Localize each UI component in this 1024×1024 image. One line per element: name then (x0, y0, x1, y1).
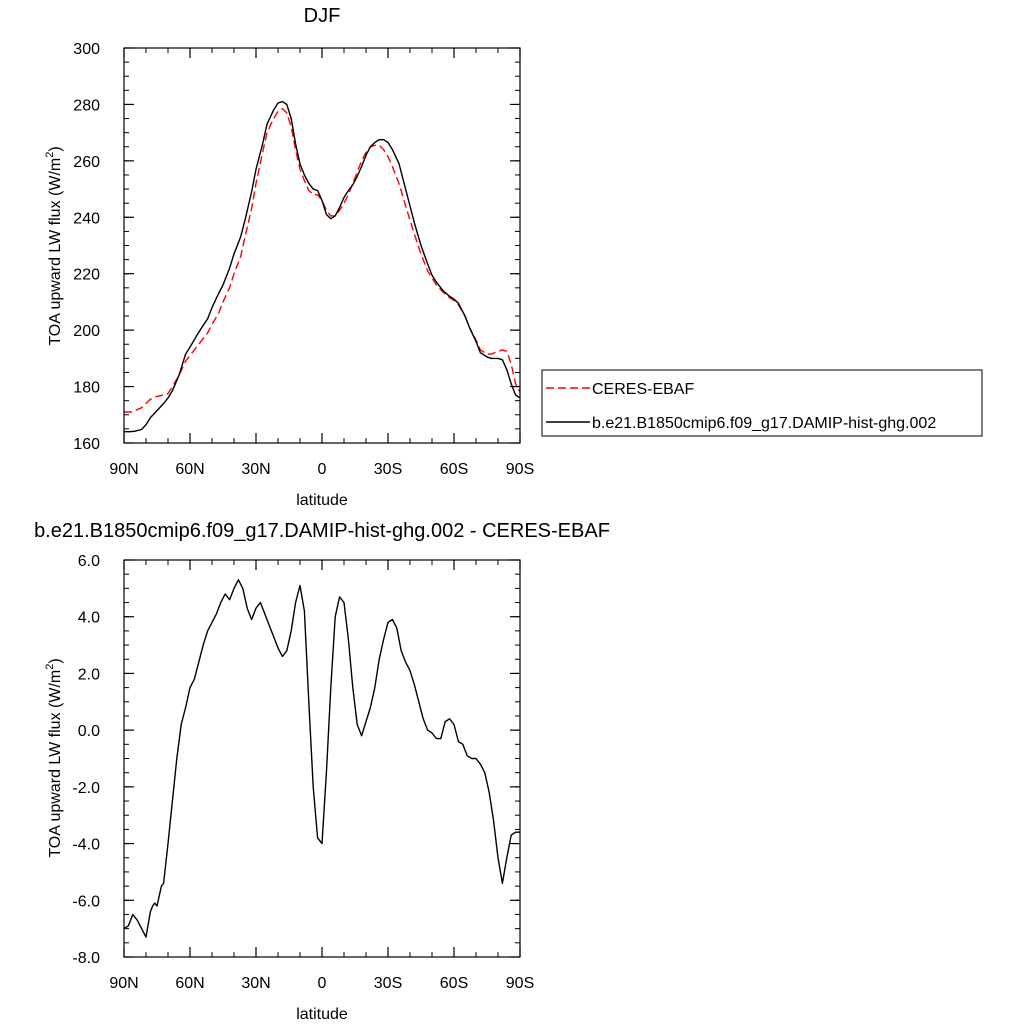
y-tick-label: 220 (73, 267, 100, 284)
y-tick-label: 160 (73, 436, 100, 453)
y-tick-label: 200 (73, 323, 100, 340)
top-y-axis-label-end: ) (47, 146, 64, 151)
y-tick-label: 4.0 (78, 610, 100, 627)
bottom-y-axis-label-sup: 2 (44, 664, 56, 670)
top-y-axis-label-main: TOA upward LW flux (W/m (47, 158, 64, 346)
bottom-y-axis-label: TOA upward LW flux (W/m2) (44, 658, 64, 857)
top-axis-ticks (123, 47, 521, 444)
top-y-axis-label-sup: 2 (44, 152, 56, 158)
y-tick-label: 300 (73, 41, 100, 58)
y-tick-label: 180 (73, 380, 100, 397)
bottom-y-axis-label-end: ) (47, 658, 64, 663)
y-tick-label: -6.0 (72, 893, 100, 910)
bottom-panel: b.e21.B1850cmip6.f09_g17.DAMIP-hist-ghg.… (34, 520, 610, 1023)
series-line-b-e21-b1850cmip6-f09-g17-damip-hist-ghg-002 (124, 100, 521, 433)
top-tick-labels: 90N 60N 30N 0 30S 60S 90S 160 180 200 220 240 260 280… (73, 41, 534, 478)
x-tick-label: 0 (318, 975, 327, 992)
bottom-y-axis-label-main: TOA upward LW flux (W/m (47, 670, 64, 858)
top-panel-title: DJF (304, 5, 341, 27)
y-tick-label: -2.0 (72, 780, 100, 797)
x-tick-label: 60S (440, 975, 468, 992)
bottom-panel-title: b.e21.B1850cmip6.f09_g17.DAMIP-hist-ghg.… (34, 520, 610, 542)
y-tick-label: 280 (73, 97, 100, 114)
top-series-group (124, 100, 521, 433)
top-x-axis-label: latitude (296, 492, 348, 509)
x-tick-label: 60S (440, 461, 468, 478)
x-tick-label: 0 (318, 461, 327, 478)
legend-label-model: b.e21.B1850cmip6.f09_g17.DAMIP-hist-ghg.… (592, 415, 936, 432)
bottom-tick-labels: 90N 60N 30N 0 30S 60S 90S -8.0 -6.0 -4.0 -2.0 0.0 2.… (72, 553, 534, 992)
x-tick-label: 90N (109, 461, 138, 478)
x-tick-label: 90N (109, 975, 138, 992)
x-tick-label: 60N (175, 461, 204, 478)
top-y-axis-label: TOA upward LW flux (W/m2) (44, 146, 64, 345)
y-tick-label: -4.0 (72, 837, 100, 854)
legend-label-ceres: CERES-EBAF (592, 381, 694, 398)
bottom-plot-frame (123, 559, 521, 958)
y-tick-label: 240 (73, 210, 100, 227)
top-panel: DJF 90N 60N 30N 0 30S 60S 90S 160 180 200 220 240 26… (44, 5, 983, 509)
x-tick-label: 30N (241, 461, 270, 478)
x-tick-label: 90S (506, 975, 534, 992)
x-tick-label: 30S (374, 975, 402, 992)
y-tick-label: 260 (73, 154, 100, 171)
series-line-difference (123, 579, 520, 938)
bottom-axis-ticks (123, 559, 521, 958)
x-tick-label: 30N (241, 975, 270, 992)
series-line-ceres-ebaf (124, 107, 521, 413)
x-tick-label: 90S (506, 461, 534, 478)
y-tick-label: 6.0 (78, 553, 100, 570)
top-plot-frame (123, 47, 521, 444)
y-tick-label: -8.0 (72, 950, 100, 967)
y-tick-label: 0.0 (78, 723, 100, 740)
legend: CERES-EBAF b.e21.B1850cmip6.f09_g17.DAMI… (541, 369, 983, 437)
x-tick-label: 60N (175, 975, 204, 992)
x-tick-label: 30S (374, 461, 402, 478)
y-tick-label: 2.0 (78, 666, 100, 683)
bottom-x-axis-label: latitude (296, 1006, 348, 1023)
bottom-series-group (123, 579, 520, 938)
legend-box (541, 369, 983, 437)
